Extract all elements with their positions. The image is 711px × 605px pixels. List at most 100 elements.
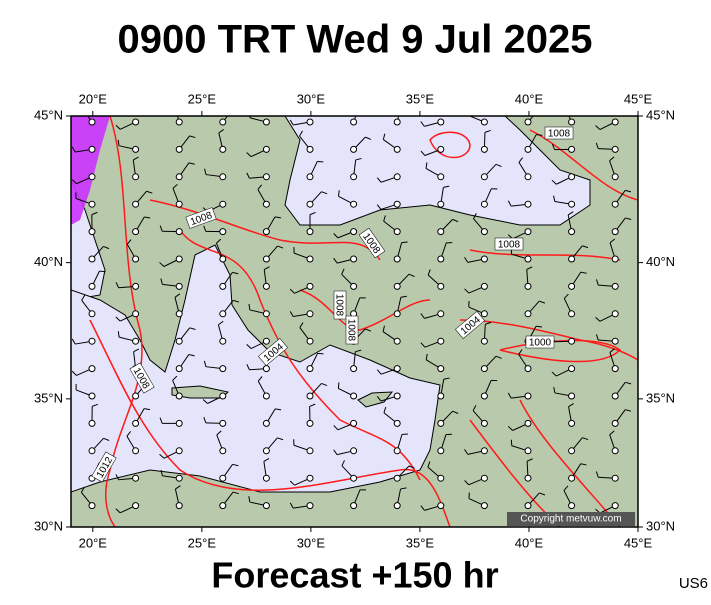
barb-staff	[644, 451, 659, 458]
station	[569, 338, 575, 344]
lon-label: 45°E	[624, 91, 653, 106]
station	[525, 448, 531, 454]
station	[220, 393, 226, 399]
station	[220, 201, 226, 207]
station	[89, 448, 95, 454]
station	[351, 174, 357, 180]
station	[394, 393, 400, 399]
station	[263, 229, 269, 235]
station	[569, 174, 575, 180]
station	[220, 229, 226, 235]
station	[481, 393, 487, 399]
station	[176, 174, 182, 180]
station	[89, 420, 95, 426]
station	[438, 420, 444, 426]
barb-staff	[642, 228, 659, 231]
lon-label: 40°E	[515, 91, 544, 106]
station	[481, 229, 487, 235]
station	[263, 201, 269, 207]
barb-staff	[642, 421, 659, 424]
station	[394, 256, 400, 262]
station	[612, 311, 618, 317]
barb-feather	[175, 102, 180, 106]
station	[263, 338, 269, 344]
barb-feather	[656, 376, 661, 379]
station	[438, 393, 444, 399]
station	[307, 201, 313, 207]
station	[438, 311, 444, 317]
station	[176, 283, 182, 289]
station	[220, 311, 226, 317]
isobar-label: 1008	[333, 294, 344, 317]
region-code: US6	[679, 575, 708, 592]
station	[263, 393, 269, 399]
station	[263, 311, 269, 317]
station	[89, 174, 95, 180]
lat-label: 40°N	[34, 254, 63, 269]
station	[89, 393, 95, 399]
station	[133, 201, 139, 207]
station	[263, 119, 269, 125]
station	[89, 256, 95, 262]
station	[176, 146, 182, 152]
station	[394, 283, 400, 289]
station	[133, 503, 139, 509]
station	[133, 146, 139, 152]
station	[656, 420, 662, 426]
station	[612, 393, 618, 399]
lon-label: 30°E	[297, 535, 326, 550]
station	[307, 256, 313, 262]
lat-label: 45°N	[646, 107, 675, 122]
station	[351, 119, 357, 125]
station	[176, 393, 182, 399]
station	[612, 338, 618, 344]
barb-staff	[651, 299, 658, 314]
station	[612, 201, 618, 207]
station	[351, 393, 357, 399]
station	[481, 475, 487, 481]
lon-label: 35°E	[406, 535, 435, 550]
lon-label: 40°E	[515, 535, 544, 550]
station	[89, 201, 95, 207]
station	[394, 229, 400, 235]
barb-feather	[318, 353, 324, 354]
station	[307, 366, 313, 372]
station	[394, 503, 400, 509]
isobar-label: 1008	[345, 319, 356, 342]
barb-feather	[640, 473, 642, 479]
station	[569, 366, 575, 372]
station	[176, 448, 182, 454]
lon-label: 20°E	[79, 91, 108, 106]
barb-feather	[402, 242, 408, 243]
isobar-label: 1008	[548, 129, 571, 140]
station	[438, 174, 444, 180]
lat-label: 45°N	[34, 107, 63, 122]
station	[220, 256, 226, 262]
lat-label: 35°N	[34, 390, 63, 405]
barb-feather	[639, 454, 643, 458]
station	[612, 119, 618, 125]
station	[525, 229, 531, 235]
station	[220, 448, 226, 454]
station	[612, 448, 618, 454]
station	[133, 229, 139, 235]
station	[525, 119, 531, 125]
station	[133, 283, 139, 289]
station	[481, 448, 487, 454]
station	[220, 420, 226, 426]
station	[612, 229, 618, 235]
station	[481, 119, 487, 125]
station	[481, 338, 487, 344]
station	[656, 201, 662, 207]
isobar-label: 1000	[529, 338, 552, 349]
station	[133, 174, 139, 180]
station	[656, 311, 662, 317]
station	[438, 366, 444, 372]
station	[394, 311, 400, 317]
barb-feather	[652, 486, 656, 490]
station	[176, 256, 182, 262]
station	[481, 201, 487, 207]
station	[569, 119, 575, 125]
station	[133, 311, 139, 317]
